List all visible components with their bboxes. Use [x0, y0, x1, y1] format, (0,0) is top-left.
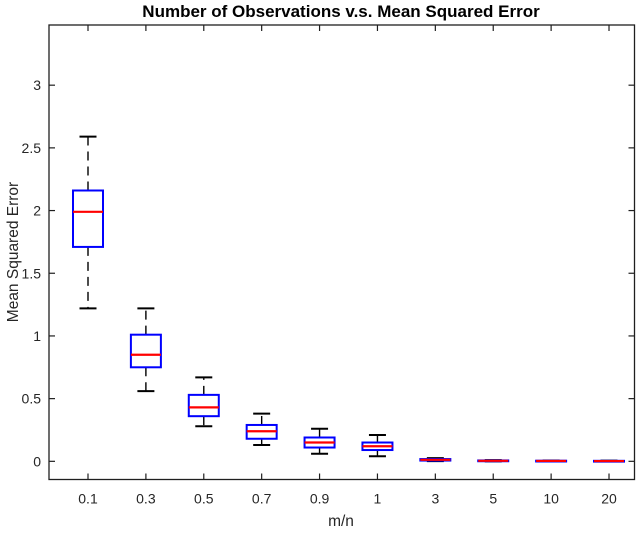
- x-tick-label: 5: [489, 491, 497, 507]
- x-tick-label: 0.3: [136, 491, 156, 507]
- box-group: [593, 459, 626, 463]
- box-group: [245, 412, 278, 447]
- x-tick-label: 0.1: [78, 491, 98, 507]
- x-axis-label: m/n: [328, 513, 354, 530]
- x-tick-label: 20: [601, 491, 617, 507]
- box-group: [187, 376, 220, 428]
- box-group: [477, 459, 510, 463]
- x-tick-label: 3: [431, 491, 439, 507]
- x-tick-label: 0.5: [194, 491, 214, 507]
- box-group: [303, 427, 336, 455]
- box-group: [129, 307, 162, 393]
- x-tick-label: 1: [374, 491, 382, 507]
- box-group: [535, 459, 568, 463]
- chart-title: Number of Observations v.s. Mean Squared…: [142, 2, 540, 21]
- y-axis-label: Mean Squared Error: [5, 182, 22, 322]
- box-rect: [72, 189, 104, 248]
- box-group: [361, 433, 394, 458]
- y-tick-label: 1.5: [22, 265, 42, 281]
- axis-frame: [48, 24, 636, 481]
- y-tick-label: 0.5: [22, 391, 42, 407]
- plot-area: 0.1 0.3 0.5 0.7 0.9 1 3 5 10 20 0 0.5 1 1.5 2 2.5 3: [22, 24, 636, 507]
- x-tick-label: 10: [543, 491, 559, 507]
- x-tick-label: 0.9: [310, 491, 330, 507]
- box-rect: [187, 393, 220, 418]
- x-tick-label: 0.7: [252, 491, 272, 507]
- y-tick-label: 0: [33, 453, 41, 469]
- box-group: [72, 135, 104, 310]
- y-tick-label: 2: [33, 203, 41, 219]
- y-tick-label: 3: [33, 77, 41, 93]
- y-tick-label: 2.5: [22, 140, 42, 156]
- box-group: [419, 457, 452, 463]
- box-rect: [129, 333, 162, 369]
- y-tick-label: 1: [33, 328, 41, 344]
